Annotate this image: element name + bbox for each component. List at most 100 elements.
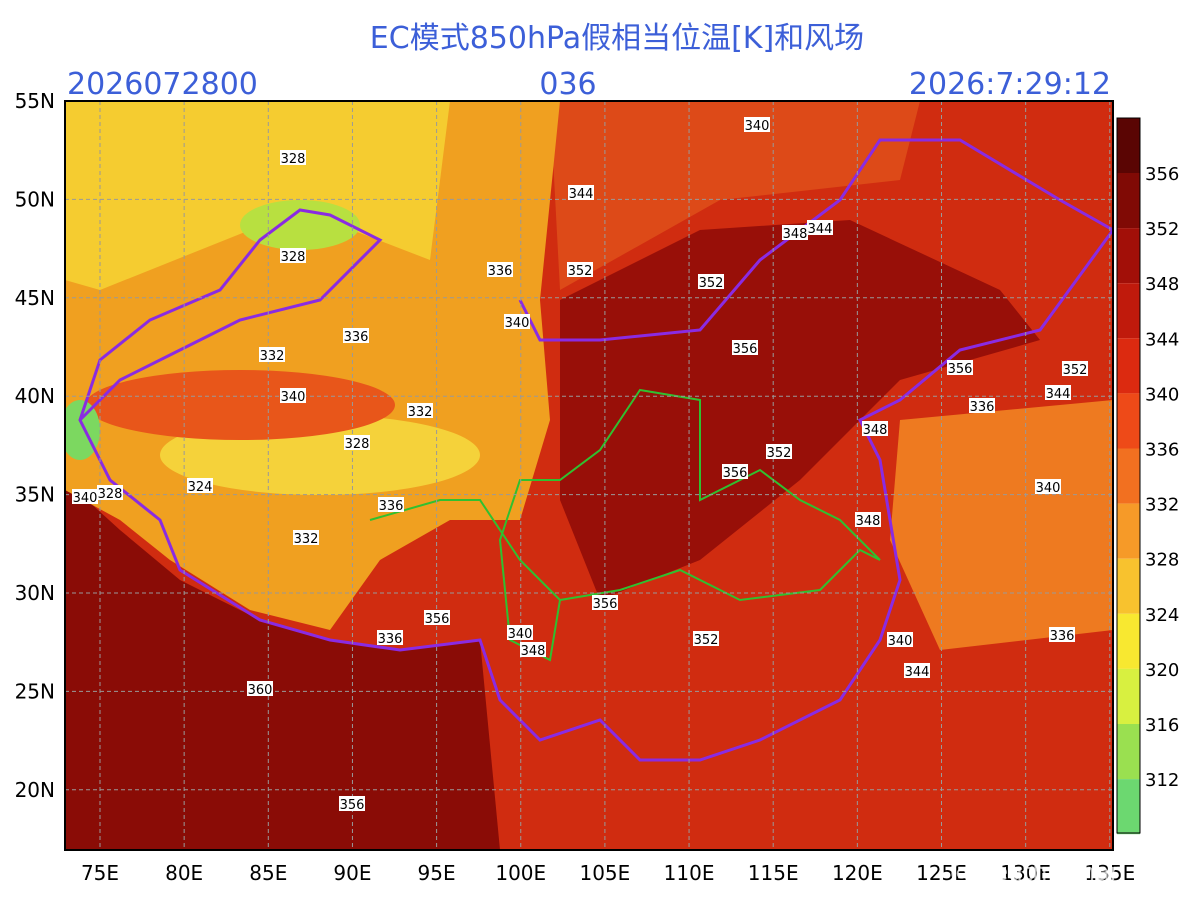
lon-label: 120E	[832, 861, 883, 885]
colorbar-swatch	[1117, 283, 1140, 339]
contour-label: 328	[98, 487, 123, 502]
field-region	[550, 101, 920, 290]
contour-label: 344	[1046, 387, 1071, 402]
colorbar-swatch	[1117, 779, 1140, 835]
colorbar-label: 348	[1145, 274, 1179, 295]
colorbar-swatch	[1117, 173, 1140, 229]
border-line	[78, 138, 1113, 762]
contour-label: 356	[723, 466, 748, 481]
basin-line	[369, 388, 881, 662]
lon-label: 130E	[1000, 861, 1051, 885]
lon-label: 100E	[495, 861, 546, 885]
contour-label: 336	[1050, 629, 1075, 644]
contour-label-bg	[407, 403, 433, 418]
contour-label-bg	[855, 512, 881, 527]
contour-label: 336	[488, 264, 513, 279]
field-region	[65, 480, 500, 850]
lon-label: 85E	[249, 861, 287, 885]
contour-label: 340	[73, 491, 98, 506]
contour-label-bg	[339, 796, 365, 811]
contour-label-bg	[378, 497, 404, 512]
field-region	[85, 370, 395, 440]
contour-label-bg	[259, 347, 285, 362]
colorbar-swatch	[1117, 228, 1140, 284]
contour-label: 324	[188, 480, 213, 495]
map-frame	[64, 100, 1114, 851]
contour-label: 328	[281, 152, 306, 167]
contour-label: 332	[408, 405, 433, 420]
contour-label: 348	[521, 644, 546, 659]
contour-label: 344	[905, 665, 930, 680]
contour-label-bg	[887, 632, 913, 647]
contour-label: 344	[808, 222, 833, 237]
lon-label: 90E	[333, 861, 371, 885]
contour-label-bg	[72, 489, 98, 504]
contour-label: 340	[281, 390, 306, 405]
contour-label: 328	[281, 250, 306, 265]
contour-label-bg	[520, 642, 546, 657]
lat-label: 35N	[15, 483, 55, 507]
colorbar-label: 352	[1145, 219, 1179, 240]
contour-label-bg	[507, 625, 533, 640]
field-region	[560, 220, 1040, 600]
contour-label: 356	[425, 612, 450, 627]
colorbar-label: 356	[1145, 164, 1179, 185]
contour-label-bg	[698, 274, 724, 289]
contour-label-bg	[862, 421, 888, 436]
watermark: @weatherman_信欣	[950, 858, 1185, 886]
contour-label: 352	[699, 276, 724, 291]
title: EC模式850hPa假相当位温[K]和风场	[370, 21, 864, 56]
contour-label-bg	[1035, 479, 1061, 494]
contour-label-bg	[280, 150, 306, 165]
colorbar: 356 352 348 344 340 336 332 328 324 320 316 312	[1116, 117, 1179, 835]
lat-label: 20N	[15, 778, 55, 802]
contour-label: 340	[505, 316, 530, 331]
contour-label-bg	[732, 340, 758, 355]
field-region	[890, 400, 1113, 650]
contour-label: 340	[508, 627, 533, 642]
contour-label-bg	[1045, 385, 1071, 400]
colorbar-swatch	[1117, 393, 1140, 449]
contour-label: 340	[1036, 481, 1061, 496]
colorbar-swatch	[1117, 613, 1140, 669]
contour-label-bg	[947, 360, 973, 375]
contour-label: 344	[569, 187, 594, 202]
lon-label: 135E	[1084, 861, 1135, 885]
contour-label: 352	[694, 633, 719, 648]
contour-label-bg	[187, 478, 213, 493]
lon-label: 80E	[165, 861, 203, 885]
contour-label: 356	[948, 362, 973, 377]
lon-label: 110E	[664, 861, 715, 885]
contour-label-bg	[1062, 361, 1088, 376]
forecast-hour: 036	[539, 67, 596, 102]
contour-label-bg	[567, 262, 593, 277]
contour-label: 332	[260, 349, 285, 364]
contour-label-bg	[280, 248, 306, 263]
contour-label-bg	[1049, 627, 1075, 642]
contour-label-bg	[592, 595, 618, 610]
colorbar-swatch	[1117, 724, 1140, 780]
contour-label: 352	[1063, 363, 1088, 378]
colorbar-swatch	[1117, 558, 1140, 614]
map-field	[65, 101, 1113, 850]
lat-label: 25N	[15, 679, 55, 703]
valid-time: 2026:7:29:12	[909, 67, 1111, 102]
contour-label-bg	[343, 328, 369, 343]
contour-label: 348	[856, 514, 881, 529]
colorbar-label: 320	[1145, 660, 1179, 681]
colorbar-label: 324	[1145, 605, 1179, 626]
contour-label-bg	[293, 530, 319, 545]
field-region	[65, 101, 450, 290]
lat-label: 30N	[15, 581, 55, 605]
contour-label: 360	[248, 683, 273, 698]
contour-label: 348	[863, 423, 888, 438]
lon-label: 125E	[916, 861, 967, 885]
contour-label: 348	[783, 227, 808, 242]
colorbar-swatch	[1117, 338, 1140, 394]
contour-label-bg	[904, 663, 930, 678]
contour-label: 340	[888, 634, 913, 649]
lat-label: 55N	[15, 89, 55, 113]
lon-label: 115E	[748, 861, 799, 885]
contour-label-bg	[969, 398, 995, 413]
